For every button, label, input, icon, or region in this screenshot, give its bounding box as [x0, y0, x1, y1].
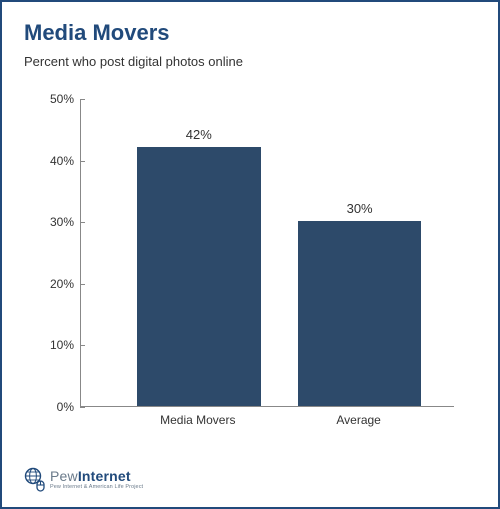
- y-tick-label: 20%: [34, 277, 80, 291]
- brand-footer: PewInternet Pew Internet & American Life…: [24, 467, 143, 493]
- brand-prefix: Pew: [50, 468, 78, 484]
- y-tick-label: 30%: [34, 215, 80, 229]
- y-tick-label: 10%: [34, 338, 80, 352]
- y-tick-label: 0%: [34, 400, 80, 414]
- y-tick-label: 40%: [34, 154, 80, 168]
- bar: 42%: [137, 147, 260, 406]
- globe-mouse-icon: [24, 467, 46, 493]
- bar: 30%: [298, 221, 421, 406]
- y-tick-label: 50%: [34, 92, 80, 106]
- bar-value-label: 42%: [137, 127, 260, 142]
- bar-value-label: 30%: [298, 201, 421, 216]
- brand-tagline: Pew Internet & American Life Project: [50, 485, 143, 491]
- x-category-label: Average: [297, 413, 420, 427]
- chart-title: Media Movers: [24, 20, 476, 46]
- brand-suffix: Internet: [78, 468, 131, 484]
- plot-area: 42% 30%: [80, 99, 454, 407]
- chart-card: Media Movers Percent who post digital ph…: [0, 0, 500, 509]
- bar-chart: 42% 30% 0% 10% 20% 30% 40% 50% Media Movers Aver…: [34, 89, 464, 449]
- x-category-label: Media Movers: [136, 413, 259, 427]
- chart-subtitle: Percent who post digital photos online: [24, 54, 476, 69]
- brand-text: PewInternet Pew Internet & American Life…: [50, 469, 143, 491]
